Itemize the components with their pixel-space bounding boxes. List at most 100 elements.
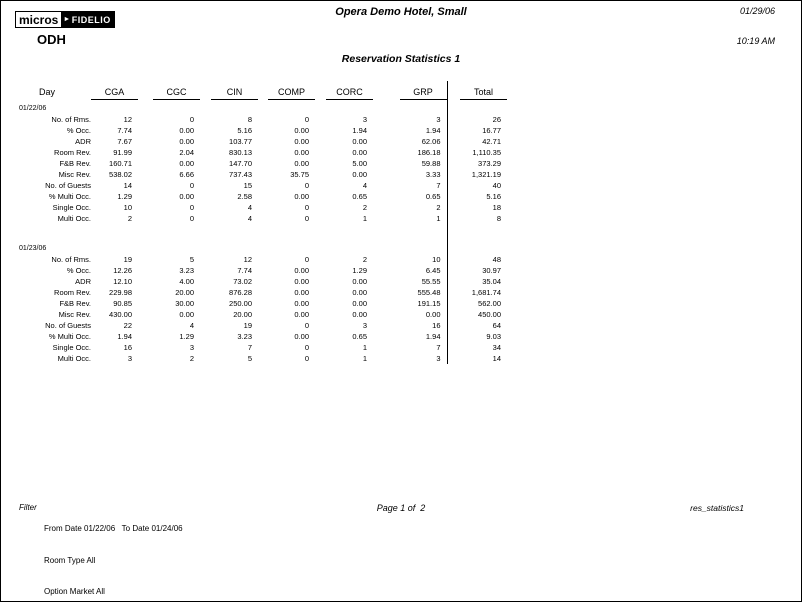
row-label: Single Occ.: [52, 343, 91, 352]
spacer-total-cell: [446, 224, 507, 240]
cell-cgc: 0.00: [179, 192, 194, 201]
logo-arrow-icon: ►: [63, 16, 71, 23]
cell-comp: 0: [304, 354, 309, 363]
cell-comp: 0.00: [294, 137, 309, 146]
table-row: % Multi Occ. 1.29 0.00 2.58 0.00 0.65 0.65 5.16: [19, 191, 507, 202]
cell-comp: 0.00: [294, 148, 309, 157]
cell-cin: 876.28: [229, 288, 252, 297]
cell-corc: 0.00: [352, 277, 367, 286]
cell-comp: 0.00: [294, 126, 309, 135]
cell-grp: 62.06: [421, 137, 441, 146]
cell-total: 42.71: [446, 136, 507, 147]
filter-line-room-type: Room Type All: [44, 555, 96, 565]
cell-comp: 0.00: [294, 299, 309, 308]
cell-cin: 250.00: [229, 299, 252, 308]
cell-corc: 1: [362, 343, 367, 352]
cell-cgc: 0: [189, 203, 194, 212]
table-row: Single Occ. 10 0 4 0 2 2 18: [19, 202, 507, 213]
cell-corc: 0.65: [352, 332, 367, 341]
cell-cin: 147.70: [229, 159, 252, 168]
micros-logo-text: micros: [15, 11, 63, 28]
cell-comp: 0.00: [294, 192, 309, 201]
cell-corc: 0.00: [352, 170, 367, 179]
cell-cgc: 3.23: [179, 266, 194, 275]
cell-total: 450.00: [446, 309, 507, 320]
cell-grp: 0.65: [425, 192, 441, 201]
cell-cga: 12.26: [113, 266, 132, 275]
table-row: No. of Rms. 19 5 12 0 2 10 48: [19, 254, 507, 265]
cell-comp: 0: [304, 321, 309, 330]
cell-comp: 0: [304, 115, 309, 124]
cell-total: 14: [446, 353, 507, 364]
table-row: Room Rev. 91.99 2.04 830.13 0.00 0.00 186.18 1,…: [19, 147, 507, 158]
cell-cgc: 5: [189, 255, 194, 264]
cell-cin: 3.23: [237, 332, 252, 341]
cell-cga: 7.67: [117, 137, 132, 146]
cell-corc: 3: [362, 115, 367, 124]
col-header-total: Total: [446, 81, 507, 100]
row-label: No. of Rms.: [51, 255, 91, 264]
cell-corc: 0.00: [352, 137, 367, 146]
table-row: Multi Occ. 2 0 4 0 1 1 8: [19, 213, 507, 224]
cell-comp: 35.75: [290, 170, 309, 179]
table-row: ADR 7.67 0.00 103.77 0.00 0.00 62.06 42.71: [19, 136, 507, 147]
cell-total: 48: [446, 254, 507, 265]
cell-cin: 830.13: [229, 148, 252, 157]
cell-cin: 19: [243, 321, 252, 330]
cell-cga: 12: [123, 115, 132, 124]
statistics-table: Day CGA CGC CIN COMP CORC GRP Total 01/2…: [19, 81, 507, 364]
cell-cin: 103.77: [229, 137, 252, 146]
cell-cga: 19: [123, 255, 132, 264]
cell-corc: 4: [362, 181, 367, 190]
cell-cin: 4: [247, 203, 252, 212]
table-row: Room Rev. 229.98 20.00 876.28 0.00 0.00 555.48…: [19, 287, 507, 298]
cell-corc: 0.00: [352, 288, 367, 297]
cell-cgc: 0.00: [179, 137, 194, 146]
cell-grp: 16: [432, 321, 441, 330]
cell-comp: 0.00: [294, 288, 309, 297]
cell-cin: 15: [243, 181, 252, 190]
cell-cga: 10: [123, 203, 132, 212]
cell-total: 8: [446, 213, 507, 224]
row-label: Misc Rev.: [58, 310, 91, 319]
cell-comp: 0.00: [294, 310, 309, 319]
cell-grp: 2: [436, 203, 441, 212]
cell-grp: 1: [436, 214, 441, 223]
cell-cin: 8: [247, 115, 252, 124]
cell-comp: 0: [304, 181, 309, 190]
cell-cgc: 2.04: [179, 148, 194, 157]
cell-total: 30.97: [446, 265, 507, 276]
table-row: Misc Rev. 430.00 0.00 20.00 0.00 0.00 0.00 450.…: [19, 309, 507, 320]
cell-corc: 3: [362, 321, 367, 330]
cell-cin: 73.02: [233, 277, 252, 286]
cell-grp: 7: [436, 181, 441, 190]
cell-grp: 7: [436, 343, 441, 352]
cell-total: 26: [446, 114, 507, 125]
cell-corc: 1.29: [352, 266, 367, 275]
cell-total: 562.00: [446, 298, 507, 309]
table-row: F&B Rev. 90.85 30.00 250.00 0.00 0.00 191.15 56…: [19, 298, 507, 309]
cell-total: 1,681.74: [446, 287, 507, 298]
cell-cin: 2.58: [237, 192, 252, 201]
report-file-name: res_statistics1: [690, 503, 744, 513]
cell-comp: 0: [304, 255, 309, 264]
cell-cin: 20.00: [233, 310, 252, 319]
cell-corc: 2: [362, 255, 367, 264]
col-header-cin: CIN: [200, 81, 258, 100]
filter-line-dates: From Date 01/22/06 To Date 01/24/06: [44, 524, 183, 533]
report-time: 10:19 AM: [736, 36, 775, 46]
cell-cgc: 6.66: [179, 170, 194, 179]
micros-fidelio-logo: micros ► FIDELIO: [15, 11, 115, 28]
row-label: No. of Rms.: [51, 115, 91, 124]
cell-comp: 0.00: [294, 266, 309, 275]
cell-grp: 10: [432, 255, 441, 264]
cell-cin: 7.74: [237, 266, 252, 275]
row-label: % Occ.: [66, 126, 91, 135]
cell-grp: 55.55: [421, 277, 441, 286]
table-row: % Occ. 7.74 0.00 5.16 0.00 1.94 1.94 16.77: [19, 125, 507, 136]
section-date-row: 01/22/06: [19, 100, 507, 114]
cell-cgc: 20.00: [175, 288, 194, 297]
col-header-comp: COMP: [258, 81, 315, 100]
cell-cga: 229.98: [109, 288, 132, 297]
table-row: ADR 12.10 4.00 73.02 0.00 0.00 55.55 35.04: [19, 276, 507, 287]
